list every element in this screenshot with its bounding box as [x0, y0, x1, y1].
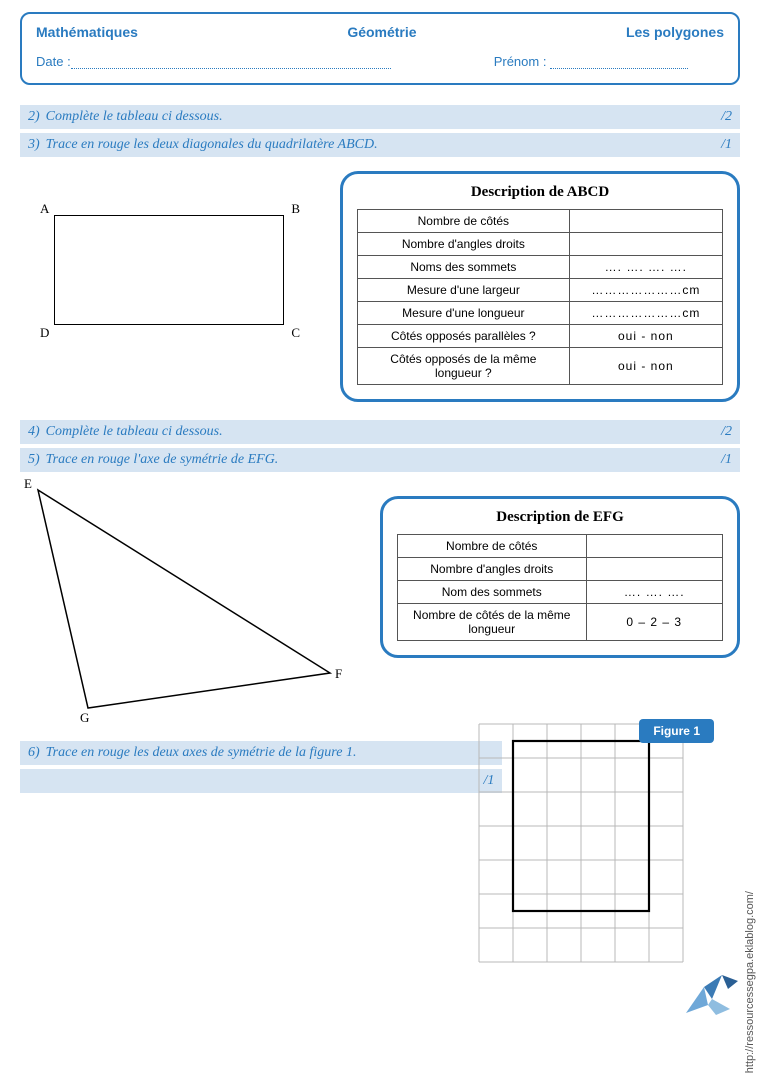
vertex-f: F — [335, 666, 342, 682]
instruction-q6: 6)Trace en rouge les deux axes de symétr… — [20, 741, 502, 765]
subject-center: Géométrie — [347, 24, 416, 40]
instruction-q2: 2)Complète le tableau ci dessous. /2 — [20, 105, 740, 129]
prenom-field[interactable]: Prénom : — [494, 54, 724, 69]
triangle-efg: E F G — [20, 478, 360, 723]
vertex-a: A — [40, 201, 49, 217]
instruction-q6-score: /1 — [20, 769, 502, 793]
instruction-q4: 4)Complète le tableau ci dessous. /2 — [20, 420, 740, 444]
subject-right: Les polygones — [626, 24, 724, 40]
origami-bird-icon — [678, 969, 742, 1019]
abcd-title: Description de ABCD — [357, 184, 723, 201]
vertex-b: B — [291, 201, 300, 217]
worksheet-header: Mathématiques Géométrie Les polygones Da… — [20, 12, 740, 85]
figure1-grid: Figure 1 — [478, 723, 708, 963]
figure1-badge: Figure 1 — [639, 719, 714, 743]
rectangle-abcd: A B C D — [20, 171, 320, 341]
vertex-c: C — [291, 325, 300, 341]
subject-left: Mathématiques — [36, 24, 138, 40]
abcd-description-panel: Description de ABCD Nombre de côtés Nomb… — [340, 171, 740, 402]
vertex-e: E — [24, 476, 32, 492]
vertex-d: D — [40, 325, 49, 341]
efg-description-panel: Description de EFG Nombre de côtés Nombr… — [380, 496, 740, 658]
efg-table: Nombre de côtés Nombre d'angles droits N… — [397, 534, 723, 641]
abcd-table: Nombre de côtés Nombre d'angles droits N… — [357, 209, 723, 385]
vertex-g: G — [80, 710, 89, 726]
source-url: http://ressourcessegpa.eklablog.com/ — [744, 891, 756, 1073]
instruction-q3: 3)Trace en rouge les deux diagonales du … — [20, 133, 740, 157]
instruction-q5: 5)Trace en rouge l'axe de symétrie de EF… — [20, 448, 740, 472]
efg-title: Description de EFG — [397, 509, 723, 526]
date-field[interactable]: Date : — [36, 54, 464, 69]
